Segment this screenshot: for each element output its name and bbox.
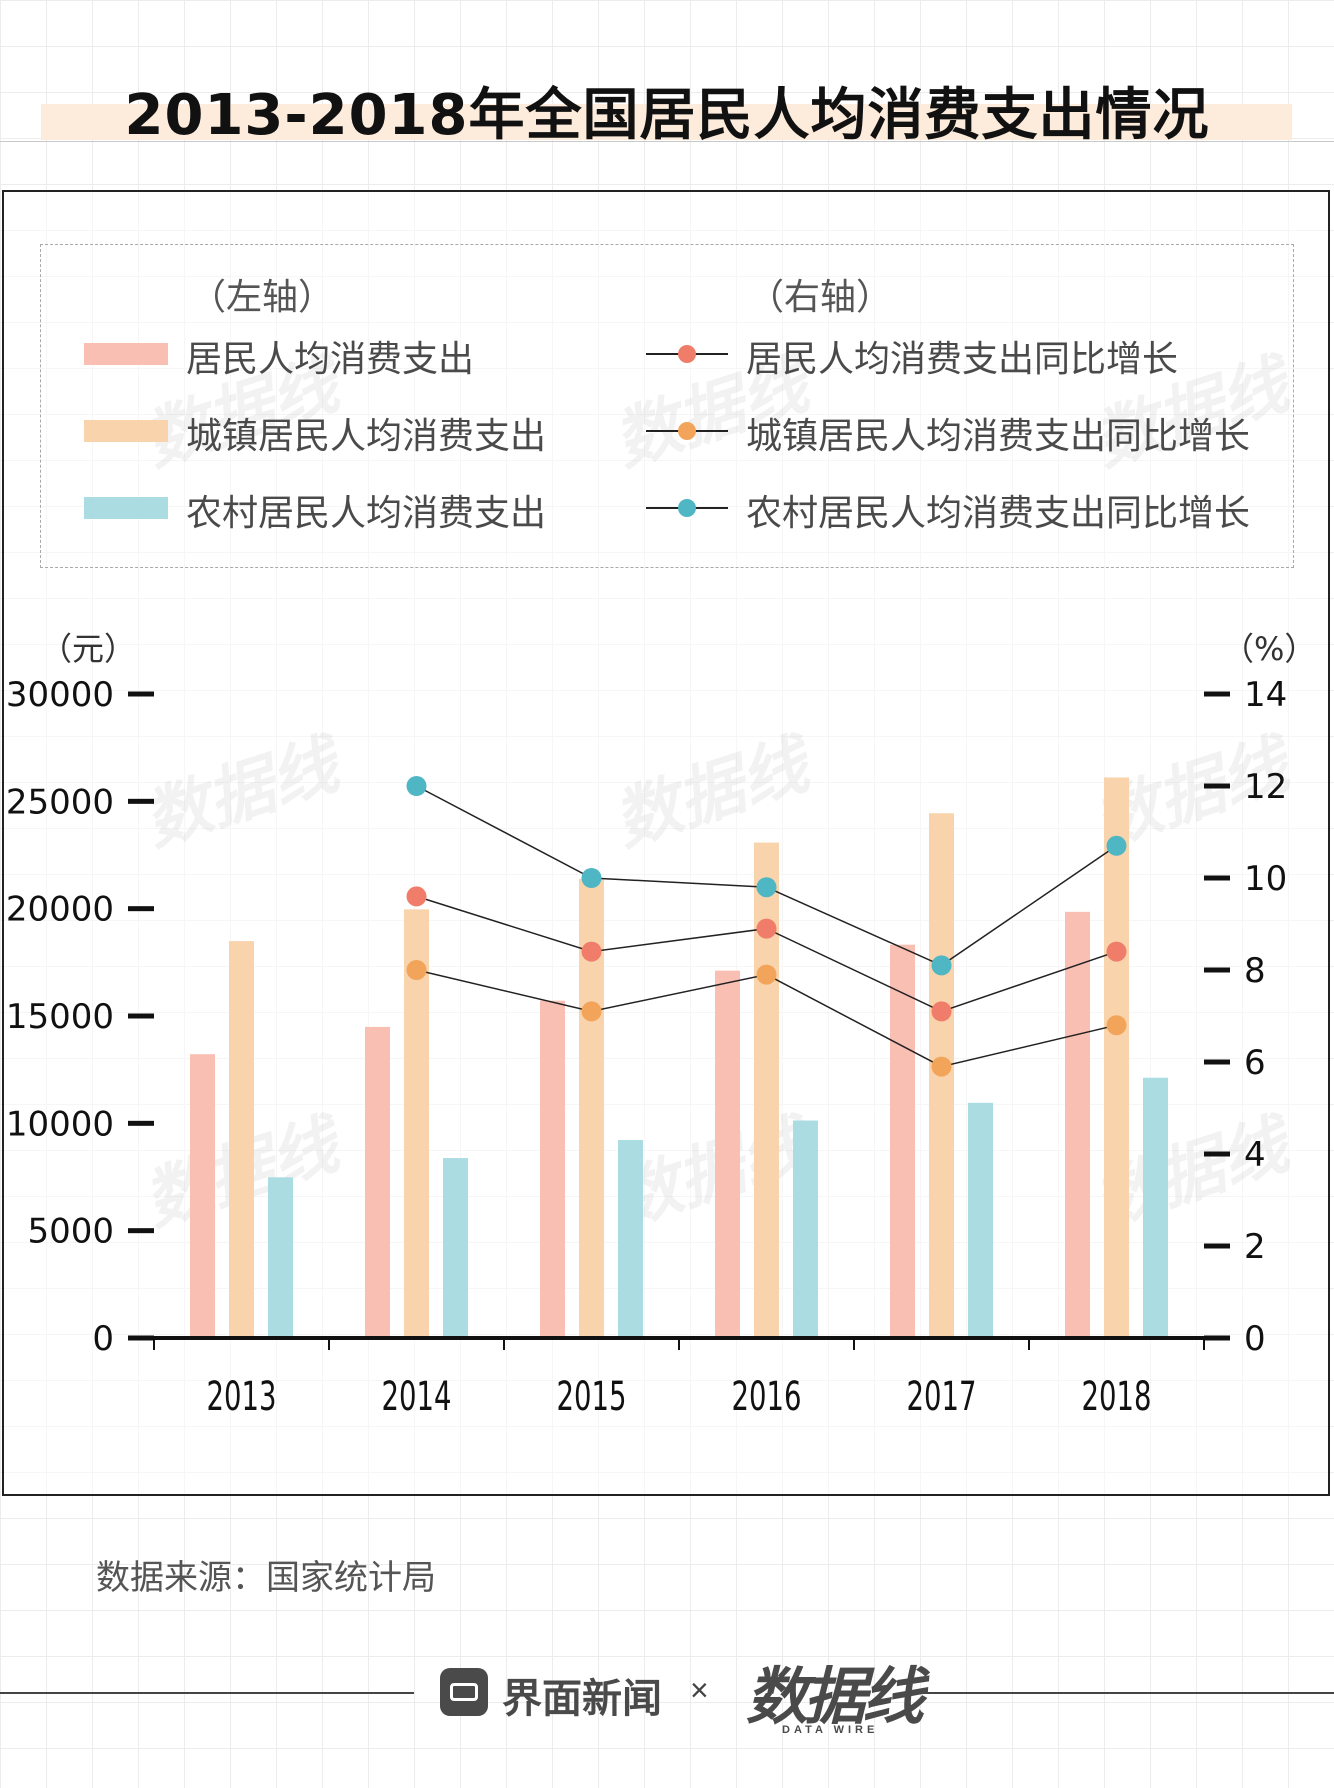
right-tick-label: 6 xyxy=(1244,1043,1266,1083)
growth-point-0-2015 xyxy=(581,941,602,962)
left-axis-tick xyxy=(128,1013,154,1019)
bar-1-2013 xyxy=(229,941,254,1338)
bar-0-2017 xyxy=(890,944,915,1338)
growth-point-2-2018 xyxy=(1106,835,1127,856)
x-tick-label: 2017 xyxy=(907,1374,977,1420)
bar-2-2017 xyxy=(968,1102,993,1338)
x-tick-label: 2015 xyxy=(557,1374,627,1420)
left-tick-label: 25000 xyxy=(6,782,114,822)
left-axis-tick xyxy=(128,1228,154,1234)
legend-line-swatch-rural xyxy=(646,499,728,517)
legend-left-axis-label: （左轴） xyxy=(190,277,335,318)
bar-0-2018 xyxy=(1065,911,1090,1338)
legend-label-urban: 城镇居民人均消费支出 xyxy=(186,416,547,457)
legend-swatch-resident xyxy=(84,343,168,365)
page-title: 2013-2018年全国居民人均消费支出情况 xyxy=(124,83,1210,148)
growth-point-2-2016 xyxy=(756,877,777,898)
growth-point-2-2015 xyxy=(581,868,602,888)
right-tick-label: 2 xyxy=(1244,1227,1266,1267)
datawire-subtitle: DATA WIRE xyxy=(782,1724,879,1736)
right-axis-unit: （%） xyxy=(1222,630,1316,668)
growth-point-2-2017 xyxy=(931,955,952,976)
left-axis-tick xyxy=(128,798,154,804)
right-axis-tick xyxy=(1204,783,1230,789)
right-tick-label: 4 xyxy=(1244,1135,1266,1175)
title-rule xyxy=(0,141,1334,142)
right-tick-label: 12 xyxy=(1244,767,1287,807)
left-tick-label: 10000 xyxy=(6,1104,114,1144)
bar-2-2014 xyxy=(443,1158,468,1338)
footer-rule-left xyxy=(0,1692,414,1694)
legend-label-rural-growth: 农村居民人均消费支出同比增长 xyxy=(746,493,1251,534)
left-tick-label: 30000 xyxy=(6,675,114,715)
right-axis-tick xyxy=(1204,1335,1230,1341)
bar-0-2016 xyxy=(715,970,740,1338)
growth-point-0-2017 xyxy=(931,1001,952,1022)
right-axis-tick xyxy=(1204,691,1230,697)
growth-point-1-2015 xyxy=(581,1001,602,1022)
bar-2-2016 xyxy=(793,1120,818,1338)
right-axis-tick xyxy=(1204,875,1230,881)
right-tick-label: 8 xyxy=(1244,951,1266,991)
growth-point-0-2014 xyxy=(406,886,427,907)
brand-name: 界面新闻 xyxy=(502,1676,662,1722)
x-tick-label: 2014 xyxy=(382,1374,452,1420)
legend-line-swatch-resident xyxy=(646,345,728,363)
legend-label-urban-growth: 城镇居民人均消费支出同比增长 xyxy=(746,416,1251,457)
bar-2-2015 xyxy=(618,1140,643,1338)
bar-2-2018 xyxy=(1143,1077,1168,1338)
left-axis-tick xyxy=(128,1335,154,1341)
growth-point-2-2014 xyxy=(406,776,427,796)
x-tick-label: 2018 xyxy=(1082,1374,1152,1420)
right-axis-tick xyxy=(1204,1243,1230,1249)
growth-point-0-2018 xyxy=(1106,941,1127,962)
legend xyxy=(40,244,1294,568)
x-tick-label: 2013 xyxy=(207,1374,277,1420)
right-axis-tick xyxy=(1204,1059,1230,1065)
left-axis-tick xyxy=(128,906,154,912)
right-tick-label: 0 xyxy=(1244,1319,1266,1359)
data-source: 数据来源：国家统计局 xyxy=(96,1558,436,1598)
bar-0-2015 xyxy=(540,1000,565,1338)
legend-right-axis-label: （右轴） xyxy=(748,277,893,318)
left-tick-label: 15000 xyxy=(6,997,114,1037)
left-axis-tick xyxy=(128,1120,154,1126)
right-tick-label: 10 xyxy=(1244,859,1287,899)
right-tick-label: 14 xyxy=(1244,675,1287,715)
bar-0-2013 xyxy=(190,1054,215,1338)
collab-times: × xyxy=(690,1672,709,1708)
right-axis-tick xyxy=(1204,967,1230,973)
x-tick-label: 2016 xyxy=(732,1374,802,1420)
bar-2-2013 xyxy=(268,1177,293,1338)
left-axis-unit: （元） xyxy=(40,630,136,668)
legend-swatch-urban xyxy=(84,420,168,442)
legend-label-rural: 农村居民人均消费支出 xyxy=(186,493,547,534)
left-tick-label: 5000 xyxy=(27,1212,114,1252)
left-tick-label: 0 xyxy=(92,1319,114,1359)
jiemian-logo-icon xyxy=(440,1668,488,1716)
bar-1-2016 xyxy=(754,842,779,1338)
bar-1-2014 xyxy=(404,909,429,1338)
left-axis-tick xyxy=(128,691,154,697)
left-tick-label: 20000 xyxy=(6,890,114,930)
legend-line-swatch-urban xyxy=(646,422,728,440)
footer-rule-right xyxy=(918,1692,1334,1694)
growth-point-0-2016 xyxy=(756,918,777,939)
right-axis-tick xyxy=(1204,1151,1230,1157)
legend-label-resident: 居民人均消费支出 xyxy=(186,339,475,380)
bar-1-2018 xyxy=(1104,777,1129,1338)
title-highlight xyxy=(41,104,1292,140)
growth-point-1-2017 xyxy=(931,1056,952,1077)
datawire-logo: 数据线 xyxy=(746,1660,924,1733)
growth-point-1-2018 xyxy=(1106,1015,1127,1036)
growth-point-1-2016 xyxy=(756,964,777,985)
legend-swatch-rural xyxy=(84,497,168,519)
consumption-chart: 2013 2014 2015 2016 2017 20183000025000200001… xyxy=(6,630,1317,1420)
legend-label-resident-growth: 居民人均消费支出同比增长 xyxy=(746,339,1179,380)
growth-point-1-2014 xyxy=(406,960,427,980)
bar-0-2014 xyxy=(365,1026,390,1338)
